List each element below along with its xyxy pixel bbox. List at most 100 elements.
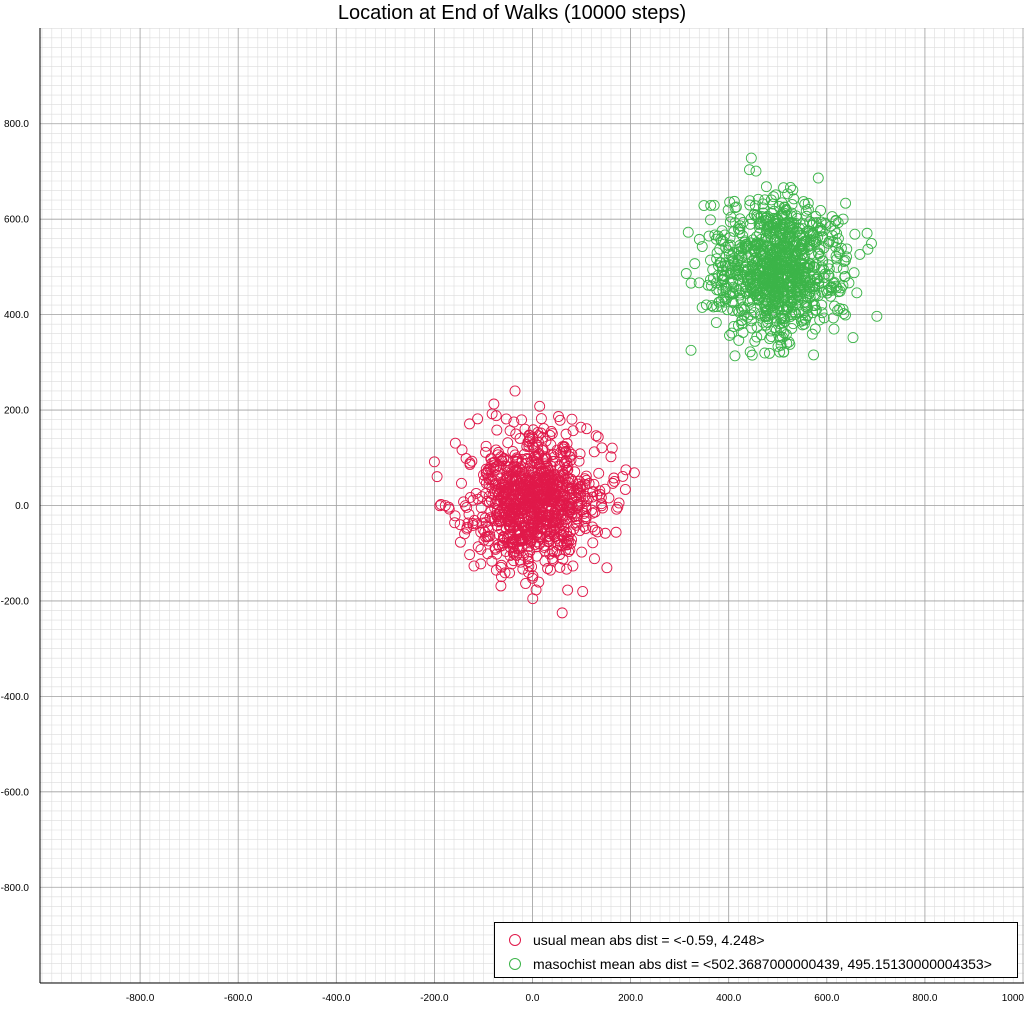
scatter-point [768, 280, 780, 292]
scatter-point [830, 250, 842, 262]
scatter-point [711, 253, 723, 265]
scatter-point [449, 517, 461, 529]
scatter-point [589, 553, 600, 565]
scatter-point [733, 285, 745, 297]
scatter-point [534, 400, 546, 412]
x-tick-label: -600.0 [224, 993, 253, 1004]
scatter-point [831, 282, 843, 294]
scatter-point [772, 296, 784, 308]
scatter-point [593, 467, 605, 479]
major-grid [40, 28, 1024, 983]
scatter-point [497, 476, 509, 488]
scatter-point [533, 447, 545, 459]
scatter-point [818, 242, 830, 254]
scatter-point [771, 257, 783, 269]
x-tick-label: 0.0 [526, 993, 540, 1004]
scatter-point [744, 199, 756, 211]
scatter-point [488, 459, 500, 471]
scatter-point [501, 473, 513, 484]
y-tick-label: -600.0 [1, 787, 30, 798]
scatter-point [761, 240, 773, 252]
x-tick-label: 400.0 [716, 993, 741, 1004]
scatter-point [814, 224, 826, 236]
scatter-point [797, 218, 809, 229]
scatter-point [766, 309, 777, 321]
scatter-point [502, 437, 514, 449]
scatter-point [576, 546, 588, 558]
scatter-point [540, 473, 551, 485]
scatter-point [770, 218, 782, 230]
scatter-point [538, 539, 550, 551]
scatter-point [711, 247, 723, 259]
scatter-point [799, 198, 811, 210]
scatter-point [522, 553, 534, 565]
scatter-point [491, 424, 503, 436]
scatter-point [804, 216, 816, 228]
scatter-point [776, 317, 788, 329]
scatter-point [581, 423, 593, 435]
y-tick-label: 0.0 [15, 501, 29, 512]
scatter-point [810, 304, 822, 316]
scatter-point [540, 519, 552, 530]
scatter-point [780, 278, 792, 290]
scatter-point [680, 268, 692, 279]
scatter-point [719, 257, 731, 269]
scatter-point [502, 537, 514, 549]
x-tick-label: 800.0 [912, 993, 937, 1004]
scatter-point [714, 257, 726, 269]
scatter-point [812, 172, 824, 184]
scatter-point [574, 448, 586, 460]
scatter-point [562, 460, 574, 472]
scatter-point [722, 304, 733, 316]
scatter-point [839, 271, 851, 282]
scatter-point [516, 453, 528, 465]
scatter-point [745, 315, 757, 327]
x-tick-label: 200.0 [618, 993, 643, 1004]
scatter-point [831, 261, 843, 273]
scatter-point [820, 219, 832, 231]
scatter-point [552, 479, 564, 491]
scatter-point [601, 562, 613, 574]
scatter-point [843, 277, 855, 289]
scatter-point [754, 290, 766, 302]
scatter-point [558, 510, 570, 522]
scatter-point [573, 499, 585, 511]
scatter-point [506, 483, 518, 495]
scatter-point [580, 500, 592, 512]
scatter-point [776, 197, 788, 209]
scatter-point [553, 535, 565, 547]
scatter-point [504, 550, 516, 562]
scatter-point [729, 350, 741, 362]
scatter-point [800, 314, 811, 326]
scatter-point [793, 269, 805, 281]
legend-label-masochist: masochist mean abs dist = <502.368700000… [533, 956, 992, 972]
scatter-point [559, 446, 571, 458]
scatter-point [581, 495, 592, 507]
y-tick-label: -400.0 [1, 692, 30, 703]
scatter-point [742, 240, 754, 252]
scatter-point [449, 437, 461, 449]
scatter-point [533, 576, 545, 588]
scatter-point [744, 270, 756, 282]
scatter-point [551, 444, 563, 456]
scatter-point [769, 294, 781, 306]
scatter-point [545, 425, 557, 437]
scatter-point [575, 421, 587, 433]
scatter-point [798, 318, 810, 330]
scatter-point [732, 256, 744, 268]
scatter-point [501, 532, 513, 544]
scatter-point [484, 512, 496, 524]
scatter-point [782, 302, 794, 313]
scatter-point [435, 499, 447, 510]
scatter-point [542, 563, 554, 574]
scatter-point [847, 332, 859, 344]
scatter-point [544, 530, 556, 542]
scatter-point [509, 480, 521, 492]
series-1 [680, 152, 883, 362]
scatter-point [491, 495, 503, 507]
scatter-point [750, 251, 762, 263]
scatter-point [605, 451, 617, 463]
scatter-point [840, 197, 852, 209]
scatter-point [434, 500, 446, 512]
scatter-point [851, 287, 863, 299]
